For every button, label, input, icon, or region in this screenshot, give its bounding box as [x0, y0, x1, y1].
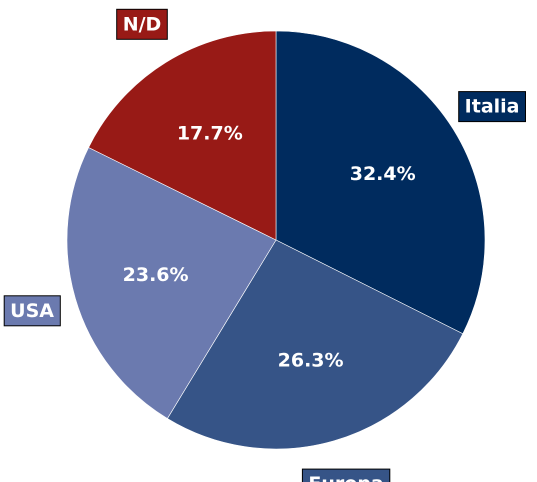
pie-category-label-box	[458, 91, 527, 123]
pie-category-label-box	[116, 8, 168, 40]
pie-slice-europa	[166, 239, 464, 450]
pie-slice-italia	[275, 30, 486, 335]
pie-category-label-italia: Italia	[458, 91, 527, 123]
pie-category-label-text: USA	[10, 300, 54, 322]
pie-category-label-text: Italia	[465, 96, 520, 118]
pie-category-label-text: N/D	[123, 13, 162, 35]
pie-category-label-europa: Europa	[301, 468, 391, 482]
pie-pct-label-italia: 32.4%	[350, 163, 416, 185]
pie-slice-n-d	[88, 30, 277, 241]
pie-category-label-text: Europa	[308, 473, 383, 482]
pie-pct-label-n-d: 17.7%	[177, 123, 243, 145]
pie-pct-label-usa: 23.6%	[123, 264, 189, 286]
pie-labels: 32.4% Italia 26.3% Europa 23.6% USA 17.7% N/D	[3, 8, 527, 482]
pie-category-label-box	[301, 468, 391, 482]
pie-category-label-usa: USA	[3, 295, 61, 327]
pie-category-label-box	[3, 295, 61, 327]
pie-pct-label-europa: 26.3%	[278, 350, 344, 372]
pie-slice-usa	[66, 147, 277, 419]
pie-category-label-n-d: N/D	[116, 8, 168, 40]
pie-wedges	[66, 30, 486, 450]
